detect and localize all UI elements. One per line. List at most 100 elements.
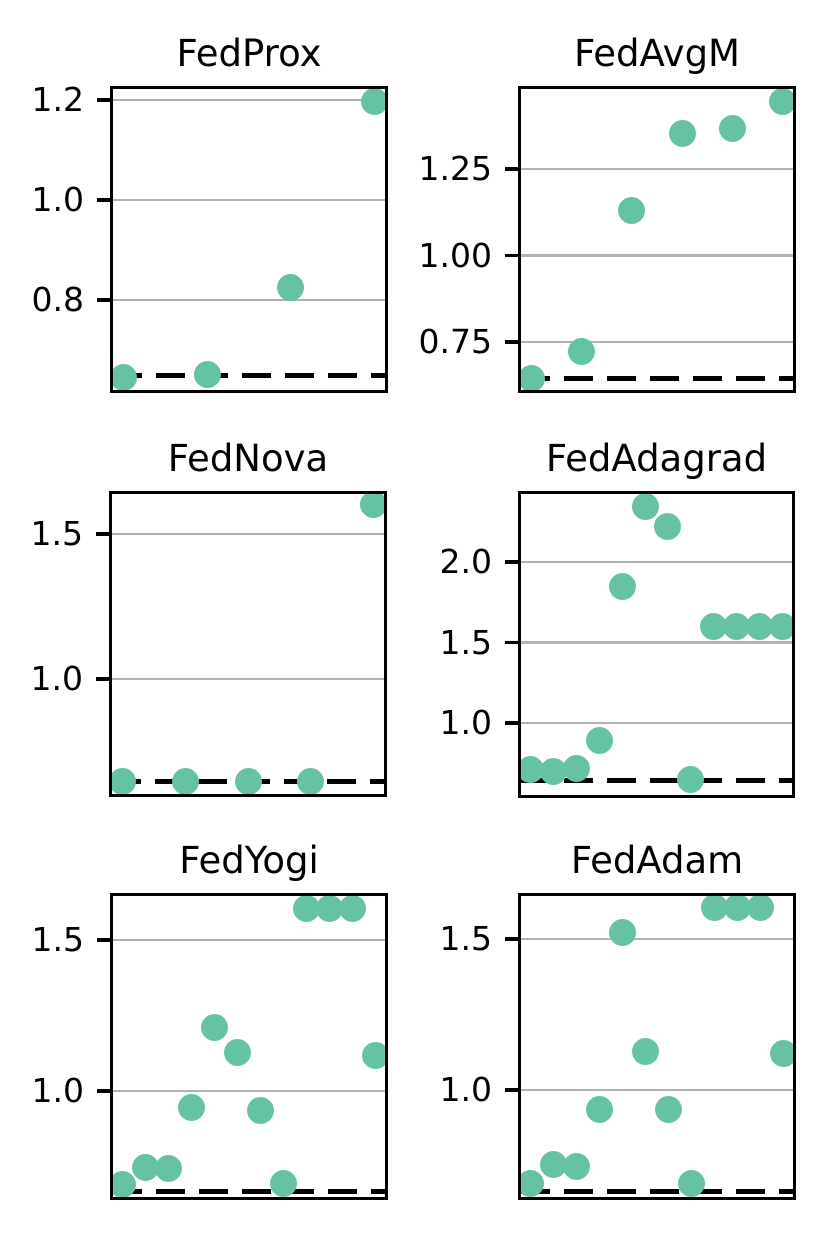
data-point — [539, 758, 567, 786]
y-tick-mark — [505, 340, 518, 344]
y-tick-label: 1.0 — [31, 1071, 84, 1111]
y-tick-label: 1.0 — [439, 703, 492, 743]
chart-title: FedNova — [167, 437, 329, 480]
grid-line — [521, 560, 792, 564]
subplot-fedavgm: FedAvgM 1.25 1.00 0.75 — [419, 32, 796, 393]
data-point — [193, 360, 221, 388]
y-tick-mark — [97, 938, 110, 942]
dashed-baseline — [521, 777, 792, 783]
data-point — [723, 612, 751, 640]
y-tick-mark — [97, 198, 110, 202]
y-tick-mark — [505, 937, 518, 941]
y-tick-label: 0.8 — [31, 280, 84, 319]
dashed-baseline — [521, 375, 793, 381]
grid-line — [521, 1088, 793, 1092]
data-point — [768, 89, 793, 116]
data-point — [360, 89, 385, 115]
plot-area — [518, 893, 796, 1200]
data-point — [769, 612, 792, 640]
y-tick-label: 1.2 — [31, 80, 84, 119]
y-tick-mark — [505, 721, 518, 725]
data-point — [277, 273, 305, 301]
plot-area — [109, 491, 387, 797]
y-tick-label: 2.0 — [439, 542, 492, 582]
chart-title: FedAdagrad — [545, 437, 768, 480]
data-point — [359, 494, 384, 519]
data-point — [338, 896, 366, 922]
data-point — [585, 1095, 613, 1123]
grid-line — [113, 98, 385, 102]
y-tick-label: 1.0 — [31, 180, 84, 219]
plot-area — [518, 491, 795, 798]
y-tick-mark — [96, 677, 109, 681]
subplot-fedyogi: FedYogi 1.5 1.0 — [32, 839, 388, 1200]
dashed-baseline — [521, 1189, 793, 1194]
data-point — [246, 1097, 274, 1125]
data-point — [521, 756, 544, 784]
grid-line — [521, 167, 793, 171]
data-point — [654, 1096, 682, 1124]
grid-line — [521, 641, 792, 644]
y-tick-label: 0.75 — [418, 322, 492, 362]
grid-line — [113, 198, 385, 202]
grid-line — [112, 532, 384, 536]
data-point — [746, 612, 774, 640]
data-point — [618, 197, 646, 225]
y-tick-mark — [97, 98, 110, 102]
y-tick-mark — [505, 640, 518, 645]
data-point — [112, 768, 137, 794]
dashed-baseline — [113, 372, 385, 378]
data-point — [585, 726, 613, 754]
y-tick-label: 1.5 — [30, 513, 83, 553]
data-point — [668, 119, 696, 147]
plot-area — [110, 86, 388, 393]
grid-line — [113, 1089, 385, 1093]
y-tick-mark — [97, 1089, 110, 1093]
y-tick-label: 1.25 — [418, 149, 492, 189]
grid-line — [521, 254, 793, 257]
data-point — [177, 1094, 205, 1122]
y-tick-label: 1.0 — [30, 658, 83, 698]
y-tick-label: 1.00 — [418, 235, 492, 275]
chart-title: FedProx — [176, 32, 322, 75]
y-tick-mark — [505, 167, 518, 171]
data-point — [540, 1151, 568, 1179]
y-tick-mark — [96, 532, 109, 536]
chart-title: FedYogi — [179, 839, 319, 882]
y-tick-label: 1.0 — [439, 1070, 492, 1109]
data-point — [521, 364, 546, 390]
y-tick-label: 1.5 — [31, 920, 84, 960]
grid-line — [113, 938, 385, 942]
data-point — [654, 512, 682, 540]
data-point — [563, 1152, 591, 1180]
grid-line — [521, 340, 793, 344]
data-point — [297, 768, 325, 794]
y-tick-mark — [505, 560, 518, 564]
data-point — [293, 896, 321, 922]
data-point — [224, 1038, 252, 1066]
chart-title: FedAdam — [570, 839, 744, 882]
data-point — [631, 494, 659, 520]
dashed-baseline — [113, 1189, 385, 1194]
data-point — [700, 612, 728, 640]
data-point — [234, 768, 262, 794]
data-point — [155, 1154, 183, 1182]
grid-line — [521, 721, 792, 725]
data-point — [269, 1169, 297, 1197]
data-point — [562, 754, 590, 782]
data-point — [132, 1153, 160, 1181]
subplot-fedprox: FedProx 1.2 1.0 0.8 — [32, 32, 388, 393]
data-point — [632, 1038, 660, 1066]
data-point — [521, 1170, 545, 1197]
data-point — [718, 114, 746, 142]
chart-title: FedAvgM — [574, 32, 740, 75]
subplot-fedadagrad: FedAdagrad 2.0 1.5 1.0 — [440, 437, 795, 798]
data-point — [677, 1169, 705, 1197]
subplot-fedadam: FedAdam 1.5 1.0 — [440, 839, 796, 1200]
grid-line — [112, 677, 384, 681]
y-tick-mark — [505, 253, 518, 258]
data-point — [609, 919, 637, 947]
data-point — [568, 337, 596, 365]
grid-line — [521, 937, 793, 941]
